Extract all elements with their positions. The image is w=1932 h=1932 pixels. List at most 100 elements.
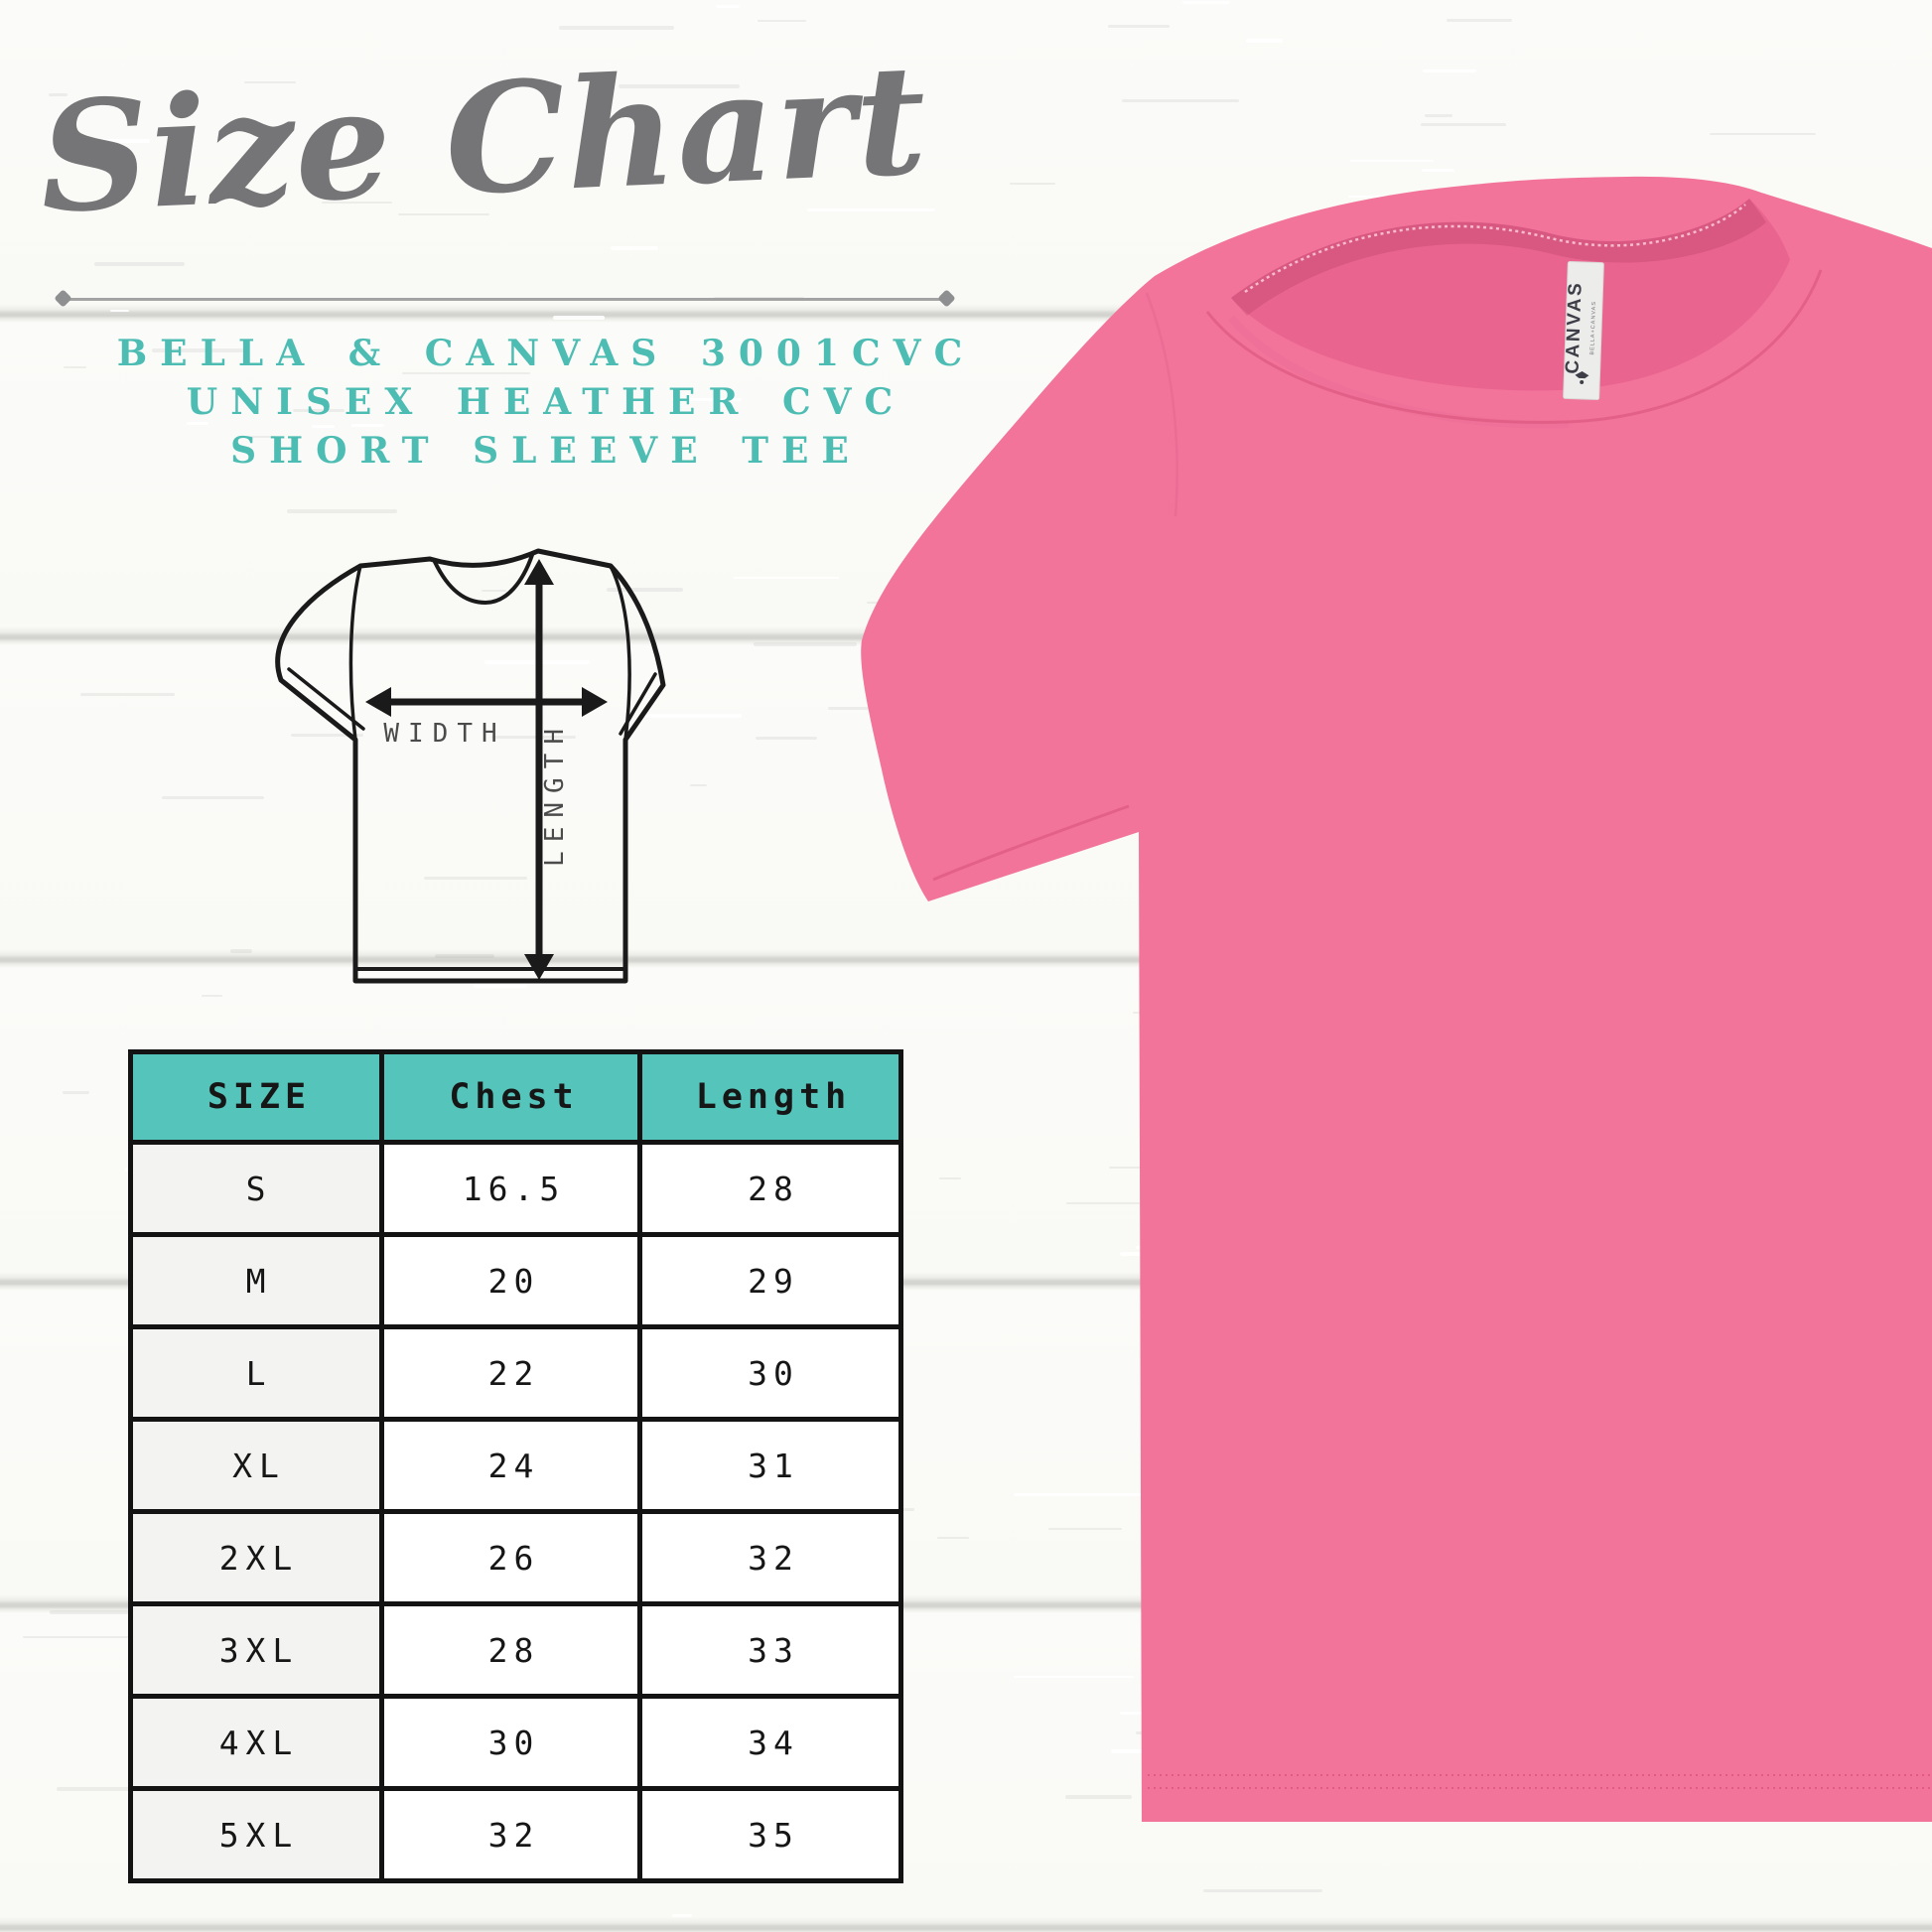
value-cell: 22 [384, 1329, 637, 1417]
wood-grain-dash [1735, 295, 1790, 298]
wood-grain-dash [558, 25, 674, 30]
collar-stitching [1244, 204, 1746, 294]
collar-band-seam [1205, 269, 1823, 424]
wood-grain-dash [1144, 576, 1221, 581]
wood-grain-dash [1064, 1794, 1132, 1799]
wood-grain-dash [1009, 182, 1055, 185]
wood-grain-dash [1465, 1063, 1560, 1066]
wood-grain-dash [1226, 761, 1335, 765]
divider-line [54, 289, 956, 308]
brand-label-text: CANVAS [1562, 280, 1586, 374]
wood-grain-dash [1205, 268, 1241, 272]
wood-grain-dash [1877, 1367, 1932, 1370]
wood-grain-dash [1517, 283, 1575, 288]
wood-grain-dash [1267, 365, 1319, 370]
wood-grain-dash [1837, 1800, 1932, 1804]
header-cell: Length [642, 1054, 898, 1140]
value-cell: 26 [384, 1514, 637, 1601]
brand-sublabel-text: BELLA+CANVAS [1589, 301, 1597, 355]
wood-grain-dash [1290, 644, 1369, 647]
wood-grain-dash [1807, 373, 1932, 376]
wood-grain-dash [1578, 643, 1628, 648]
value-cell: 20 [384, 1237, 637, 1324]
wood-grain-dash [689, 784, 708, 787]
wood-grain-dash [1908, 1660, 1932, 1664]
value-cell: 29 [642, 1237, 898, 1324]
subtitle-line-2: UNISEX HEATHER CVC [186, 381, 906, 423]
wood-grain-dash [1119, 1711, 1187, 1715]
size-cell: S [133, 1145, 379, 1232]
wood-grain-dash [1136, 1246, 1241, 1249]
value-cell: 32 [642, 1514, 898, 1601]
brand-logo-icon [1575, 370, 1589, 384]
wood-grain-dash [756, 736, 818, 741]
wood-grain-dash [1136, 1730, 1234, 1735]
value-cell: 16.5 [384, 1145, 637, 1232]
wood-grain-dash [1808, 1499, 1881, 1504]
wood-grain-dash [1818, 553, 1932, 557]
wood-grain-dash [1111, 1749, 1233, 1754]
neck-opening [1231, 199, 1790, 391]
wood-grain-dash [1349, 160, 1435, 163]
size-cell: 4XL [133, 1699, 379, 1786]
diagram-cuff-right [619, 672, 657, 736]
wood-grain-dash [1298, 1803, 1356, 1807]
wood-grain-dash [1014, 1492, 1142, 1497]
wood-grain-dash [827, 707, 901, 710]
wood-grain-dash [1271, 521, 1400, 525]
wood-grain-dash [1285, 593, 1389, 597]
wood-grain-dash [715, 5, 740, 9]
wood-grain-dash [1413, 310, 1448, 314]
sleeve-cuff-seam [932, 804, 1130, 882]
wood-grain-dash [109, 309, 129, 313]
wood-grain-dash [672, 1914, 692, 1918]
wood-grain-dash [1722, 1683, 1758, 1687]
wood-grain-dash [1296, 907, 1327, 912]
size-cell: M [133, 1237, 379, 1324]
wood-grain-dash [162, 795, 264, 799]
wood-grain-dash [1165, 1601, 1256, 1605]
value-cell: 28 [384, 1606, 637, 1694]
wood-grain-dash [1316, 864, 1352, 868]
width-label: WIDTH [383, 719, 505, 749]
wood-grain-dash [23, 1635, 135, 1638]
wood-grain-dash [937, 1536, 970, 1539]
wood-grain-dash [1120, 1252, 1154, 1256]
product-subtitle: BELLA & CANVAS 3001CVC UNISEX HEATHER CV… [0, 330, 1092, 476]
page-title: Size Chart [36, 30, 931, 247]
wood-grain-dash [1422, 169, 1454, 173]
value-cell: 32 [384, 1791, 637, 1878]
size-cell: XL [133, 1422, 379, 1509]
wood-grain-dash [1044, 779, 1158, 784]
wood-grain-dash [1618, 684, 1665, 688]
size-table: SIZE Chest Length S 16.5 28 M 20 29 L 22 30 XL 24 31 2X… [128, 1049, 903, 1883]
wood-grain-dash [1896, 269, 1932, 272]
wood-grain-dash [1182, 0, 1230, 5]
wood-grain-dash [1226, 1738, 1347, 1743]
divider-dot-right [937, 289, 956, 308]
value-cell: 35 [642, 1791, 898, 1878]
wood-grain-dash [867, 601, 989, 604]
neck-label-tag [1563, 260, 1604, 401]
wood-grain-dash [94, 262, 186, 266]
wood-grain-dash [62, 1091, 90, 1094]
wood-grain-dash [1880, 476, 1932, 481]
neck-shadow [1231, 199, 1766, 316]
wood-grain-dash [1133, 481, 1214, 485]
wood-grain-dash [1241, 1319, 1323, 1324]
wood-grain-dash [80, 692, 175, 697]
wood-grain-dash [1389, 1522, 1451, 1525]
wood-grain-dash [1157, 1189, 1279, 1192]
wood-grain-dash [1520, 1446, 1592, 1449]
wood-grain-dash [1710, 132, 1817, 135]
wood-grain-dash [1014, 1675, 1134, 1678]
value-cell: 33 [642, 1606, 898, 1694]
wood-grain-dash [1757, 1755, 1801, 1760]
subtitle-line-3: SHORT SLEEVE TEE [230, 430, 862, 472]
value-cell: 30 [384, 1699, 637, 1786]
value-cell: 34 [642, 1699, 898, 1786]
header-cell: Chest [384, 1054, 637, 1140]
wood-grain-dash [939, 1176, 961, 1180]
size-cell: 5XL [133, 1791, 379, 1878]
wood-grain-dash [1133, 1011, 1200, 1015]
